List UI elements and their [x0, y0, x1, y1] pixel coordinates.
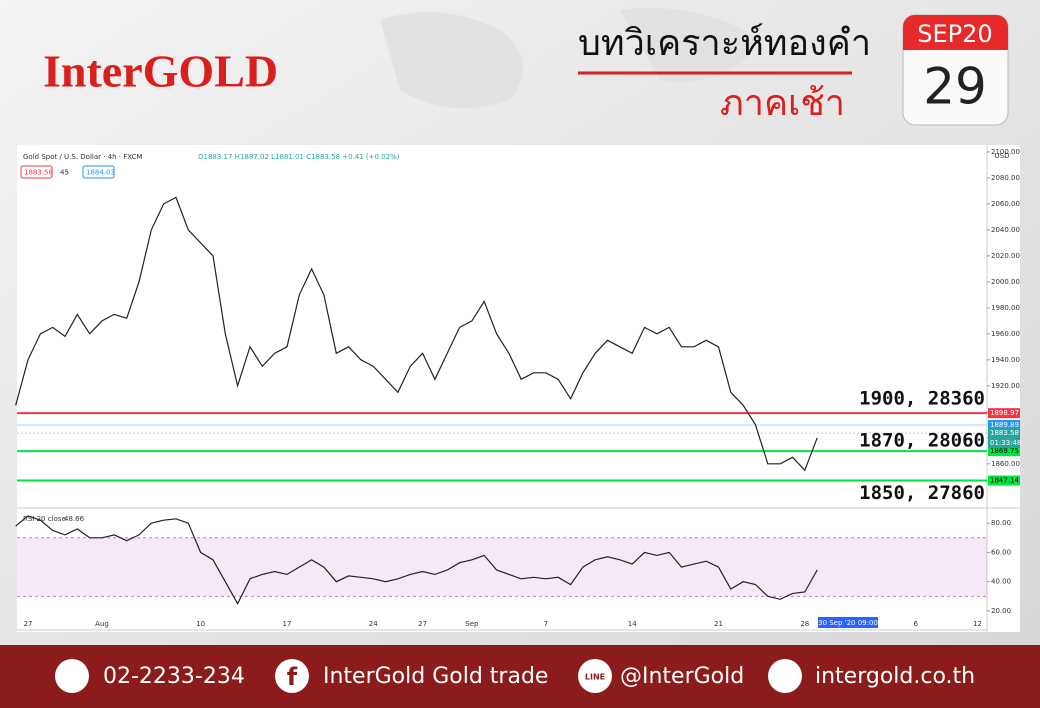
footer — [0, 645, 1040, 708]
y-tick-label: 40.00 — [991, 578, 1011, 586]
badge-box — [20, 165, 53, 179]
title: บทวิเคราะห์ทองคำ — [578, 23, 871, 64]
map-shape — [380, 8, 760, 108]
ohlc: O1883.17 H1887.02 L1881.01 C1883.58 +0.4… — [198, 153, 400, 161]
x-tick-label: 27 — [24, 620, 33, 628]
facebook: InterGold Gold trade — [323, 664, 548, 689]
y-tick-label: 1980.00 — [991, 304, 1020, 312]
y-tick-label: 60.00 — [991, 548, 1011, 556]
y-tick-label: 20.00 — [991, 607, 1011, 615]
price-tag: 1883.58 — [990, 429, 1019, 437]
facebook-icon — [275, 659, 309, 693]
x-tick-label: 27 — [418, 620, 427, 628]
level-annotation: 1870, 28060 — [859, 430, 985, 452]
rsi-last: 48.66 — [64, 515, 85, 523]
line-id: @InterGold — [620, 664, 744, 689]
x-tick-label: 10 — [196, 620, 205, 628]
x-tick-label: 21 — [714, 620, 723, 628]
calendar-day: 29 — [923, 58, 987, 116]
x-tick-label: Aug — [95, 620, 109, 628]
phone: 02-2233-234 — [103, 664, 245, 689]
brand: InterGOLD — [43, 46, 278, 97]
x-tick-label: 28 — [800, 620, 809, 628]
y-tick-label: 2040.00 — [991, 226, 1020, 234]
x-tick-label: 24 — [369, 620, 378, 628]
rsi-band — [17, 537, 987, 597]
facebook-glyph: f — [287, 663, 298, 691]
price-tag: 1889.89 — [990, 421, 1019, 429]
crosshair-box — [818, 617, 878, 628]
phone-icon — [55, 659, 89, 693]
rsi-title: RSI 20 close — [23, 515, 66, 523]
rsi-line — [15, 515, 818, 605]
price-tag: 1847.14 — [990, 477, 1019, 485]
level-annotation: 1850, 27860 — [859, 482, 985, 504]
chart-panel — [17, 145, 1020, 632]
price-tag-box — [988, 475, 1020, 486]
y-tick-label: 1960.00 — [991, 330, 1020, 338]
globe-icon — [768, 659, 802, 693]
level-annotation: 1900, 28360 — [859, 388, 985, 410]
y-tick-label: 1860.00 — [991, 460, 1020, 468]
badge: 1884.03 — [86, 169, 115, 177]
price-line-series — [15, 196, 818, 472]
badge-box — [82, 165, 115, 179]
line-glyph: LINE — [585, 673, 605, 682]
website: intergold.co.th — [815, 664, 975, 689]
y-tick-label: 1920.00 — [991, 382, 1020, 390]
x-tick-label: 6 — [914, 620, 919, 628]
calendar-top — [903, 15, 1008, 50]
badge: 45 — [60, 169, 69, 177]
y-tick-label: 2000.00 — [991, 278, 1020, 286]
x-tick-label: 17 — [282, 620, 291, 628]
y-tick-label: 2100.00 — [991, 148, 1020, 156]
footer-icons: f LINE — [55, 659, 802, 693]
y-tick-label: 2080.00 — [991, 174, 1020, 182]
currency: USD — [995, 152, 1010, 160]
badge: 1883.58 — [24, 169, 53, 177]
price-tag: 1898.97 — [990, 409, 1019, 417]
y-tick-label: 2060.00 — [991, 200, 1020, 208]
y-tick-label: 80.00 — [991, 519, 1011, 527]
price-tag-box — [988, 446, 1020, 457]
x-tick-label: Sep — [465, 620, 479, 628]
line-icon — [578, 659, 612, 693]
calendar: SEP20 29 — [902, 14, 1009, 126]
y-tick-label: 2020.00 — [991, 252, 1020, 260]
calendar-month: SEP20 — [917, 20, 992, 48]
x-tick-label: 7 — [544, 620, 548, 628]
y-tick-label: 1940.00 — [991, 356, 1020, 364]
x-tick-label: 14 — [628, 620, 637, 628]
price-tag-box — [988, 408, 1020, 419]
countdown: 01:33:48 — [990, 439, 1021, 447]
x-tick-label: 12 — [973, 620, 982, 628]
crosshair-label: 30 Sep '20 09:00 — [818, 619, 878, 627]
subtitle: ภาคเช้า — [720, 83, 845, 124]
price-tag: 1869.75 — [990, 447, 1019, 455]
price-tag-box — [988, 428, 1020, 449]
symbol: Gold Spot / U.S. Dollar · 4h · FXCM — [23, 153, 143, 161]
price-tag-box — [988, 419, 1020, 430]
